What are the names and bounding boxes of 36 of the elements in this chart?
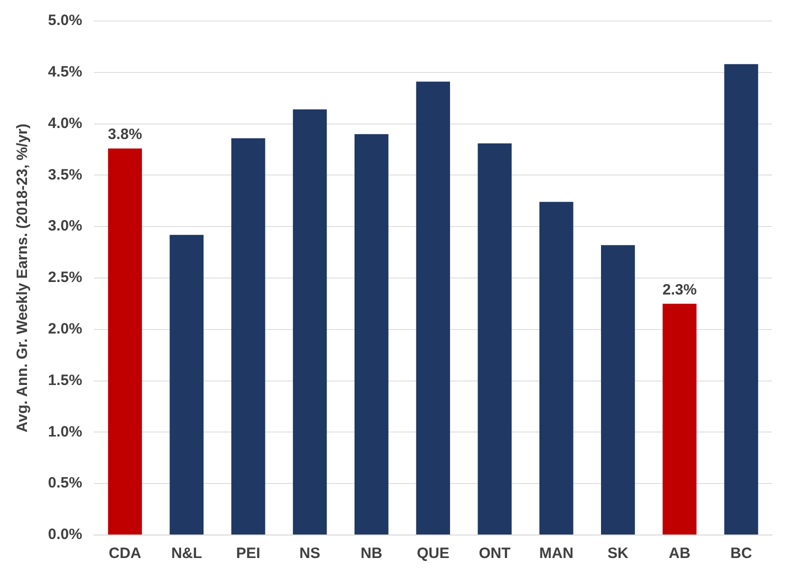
x-tick-label: QUE (416, 545, 450, 562)
bar (539, 202, 574, 534)
bar (354, 134, 388, 534)
x-tick-label: MAN (539, 545, 574, 562)
y-tick-label: 4.0% (48, 114, 82, 132)
y-tick-label: 3.0% (48, 218, 82, 235)
x-tick-label: BC (730, 545, 752, 562)
y-tick-label: 0.0% (48, 526, 82, 544)
x-tick-label: PEI (236, 545, 260, 562)
data-label: 2.3% (662, 281, 697, 298)
bar (108, 148, 142, 534)
bar (478, 143, 512, 534)
x-tick-label: ONT (478, 545, 511, 562)
y-tick-label: 2.5% (48, 269, 82, 286)
bar (724, 64, 758, 534)
y-axis-title: Avg. Ann. Gr. Weekly Earns. (2018-23, %/yr) (14, 124, 32, 432)
x-tick-label: AB (668, 545, 691, 562)
x-tick-label: CDA (108, 545, 142, 562)
y-tick-label: 1.0% (48, 423, 82, 440)
y-tick-label: 4.5% (48, 64, 82, 81)
bar (231, 138, 266, 534)
bar (662, 304, 697, 534)
y-tick-label: 1.5% (48, 372, 82, 389)
bar (292, 109, 327, 534)
y-tick-label: 2.0% (48, 320, 82, 338)
x-tick-label: N&L (171, 545, 202, 562)
data-label: 3.8% (108, 126, 142, 144)
bar (170, 234, 204, 534)
x-tick-label: NB (360, 545, 382, 562)
y-tick-label: 0.5% (48, 474, 82, 492)
bar (416, 82, 450, 534)
x-tick-label: SK (608, 545, 629, 562)
bar (601, 245, 635, 534)
x-tick-label: NS (299, 545, 320, 562)
y-tick-label: 3.5% (48, 166, 82, 184)
y-tick-label: 5.0% (48, 12, 82, 30)
